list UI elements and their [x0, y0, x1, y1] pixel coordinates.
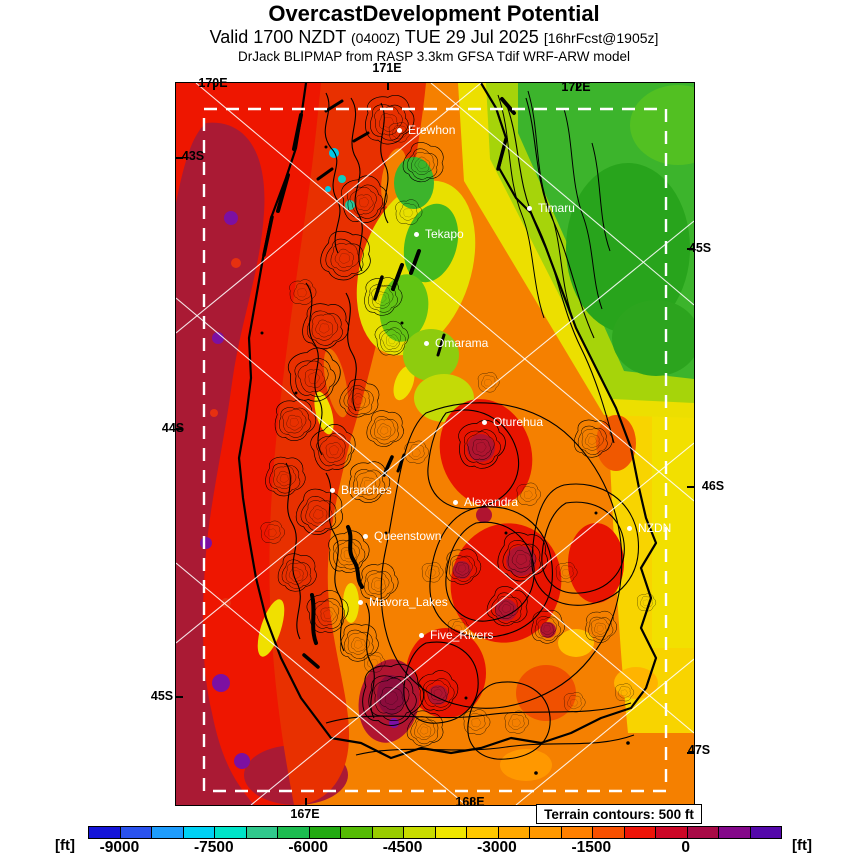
grid-label-170e: 170E [198, 76, 228, 90]
colorbar-segment [182, 827, 214, 838]
colorbar-tick-0: 0 [681, 839, 690, 856]
colorbar-tick--9000: -9000 [99, 839, 140, 856]
unit-label-right: [ft] [792, 837, 812, 854]
valid-time-line: Valid 1700 NZDT (0400Z) TUE 29 Jul 2025 … [18, 27, 850, 48]
colorbar-segment [371, 827, 403, 838]
grid-label-172e: 172E [561, 80, 591, 94]
grid-label-44s: 44S [161, 421, 185, 435]
valid-forecast: [16hrFcst@1905z] [543, 30, 659, 47]
colorbar-segment [592, 827, 624, 838]
colorbar-segment [340, 827, 372, 838]
colorbar-segment [686, 827, 718, 838]
colorbar-tick--7500: -7500 [193, 839, 234, 856]
grid-label-171e: 171E [372, 61, 402, 75]
colorbar-segment [718, 827, 750, 838]
colorbar-segment [655, 827, 687, 838]
colorbar-tick--6000: -6000 [288, 839, 328, 856]
model-line: DrJack BLIPMAP from RASP 3.3km GFSA Tdif… [237, 48, 631, 64]
lakes [302, 249, 446, 669]
page-title: OvercastDevelopment Potential [268, 1, 600, 26]
coastline [237, 83, 658, 760]
valid-prefix: Valid 1700 NZDT [209, 27, 346, 48]
colorbar-segment [560, 827, 592, 838]
valid-zulu: (0400Z) [351, 30, 401, 47]
colorbar [88, 826, 782, 839]
header: OvercastDevelopment Potential Valid 1700… [18, 1, 850, 65]
colorbar-segment [245, 827, 277, 838]
colorbar-segment [308, 827, 340, 838]
terrain-contours-note: Terrain contours: 500 ft [536, 804, 702, 824]
grid-label-45s: 45S [688, 241, 712, 255]
grid-label-167e: 167E [290, 807, 320, 821]
terrain-contours-text: Terrain contours: 500 ft [544, 806, 694, 822]
grid-label-168e: 168E [455, 795, 485, 809]
colorbar-tick--1500: -1500 [571, 839, 612, 856]
colorbar-segment [623, 827, 655, 838]
grid-label-46s: 46S [701, 479, 725, 493]
ridge-contours [285, 92, 640, 760]
domain-box [202, 107, 668, 793]
grid-label-47s: 47S [687, 743, 711, 757]
graticule [176, 83, 694, 805]
colorbar-segment [151, 827, 183, 838]
colorbar-segment [89, 827, 120, 838]
summit-dots [260, 145, 630, 775]
map-edge-ticks [176, 83, 694, 805]
grid-label-45s: 45S [150, 689, 174, 703]
map-art [176, 83, 694, 805]
grid-label-43s: 43S [181, 149, 205, 163]
colorbar-segment [403, 827, 435, 838]
colorbar-tick--3000: -3000 [477, 839, 517, 856]
plain-contours [497, 90, 611, 319]
colorbar-segment [434, 827, 466, 838]
blipmap-map[interactable]: Erewhon Timaru Tekapo Omarama Oturehua Branch… [175, 82, 695, 806]
unit-label-left: [ft] [55, 837, 75, 854]
colorbar-segment [466, 827, 498, 838]
colorbar-tick--4500: -4500 [382, 839, 423, 856]
colorbar-segment [749, 827, 781, 838]
colorbar-segment [277, 827, 309, 838]
colorbar-segment [497, 827, 529, 838]
valid-date: TUE 29 Jul 2025 [404, 27, 539, 48]
colorbar-segment [214, 827, 246, 838]
colorbar-segment [119, 827, 151, 838]
colorbar-segment [529, 827, 561, 838]
